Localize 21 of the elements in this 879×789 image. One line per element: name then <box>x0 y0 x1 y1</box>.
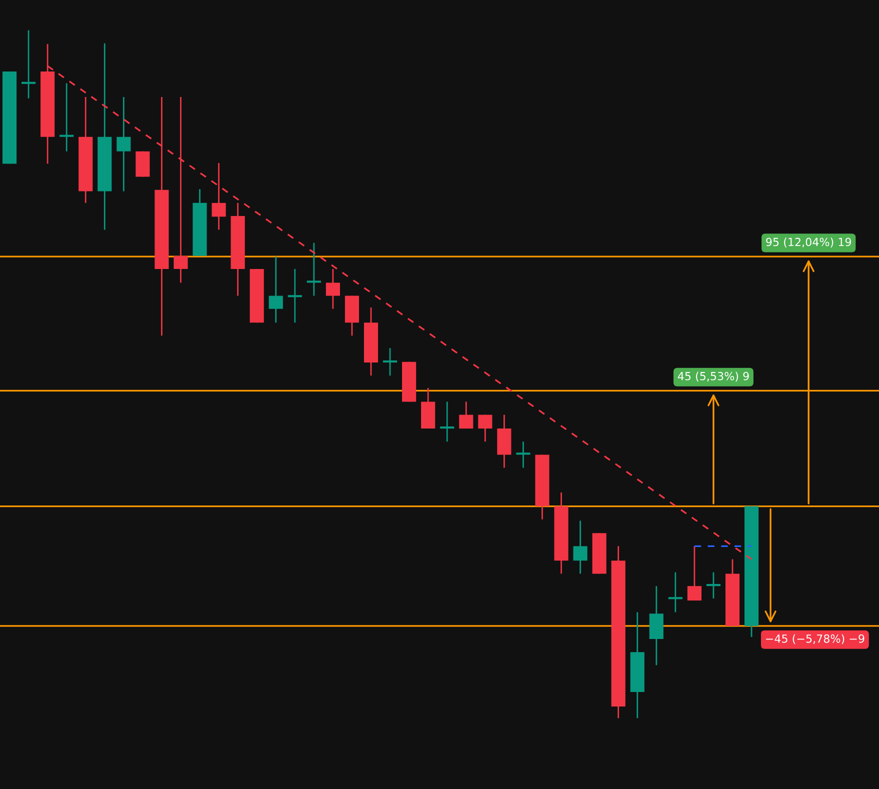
candlestick <box>212 162 226 230</box>
candlestick <box>478 414 492 442</box>
candlestick <box>22 30 36 100</box>
candlestick <box>326 268 340 310</box>
annotation: 45 (5,53%) 9 <box>678 372 749 382</box>
candlestick <box>440 401 454 442</box>
candlestick <box>268 256 283 324</box>
candlestick <box>706 572 721 600</box>
candlestick <box>573 520 588 574</box>
candlestick <box>60 82 74 152</box>
candlestick <box>116 96 131 192</box>
candlestick <box>668 572 682 613</box>
candlestick <box>174 96 188 284</box>
candlestick <box>306 242 321 296</box>
candlestick <box>382 347 398 376</box>
candlestick <box>516 440 530 468</box>
candlestick <box>288 268 302 324</box>
annotation: 95 (12,04%) 19 <box>766 238 852 248</box>
candlestick <box>687 545 702 602</box>
candlestick <box>459 401 474 430</box>
annotation: −45 (−5,78%) −9 <box>766 634 864 644</box>
